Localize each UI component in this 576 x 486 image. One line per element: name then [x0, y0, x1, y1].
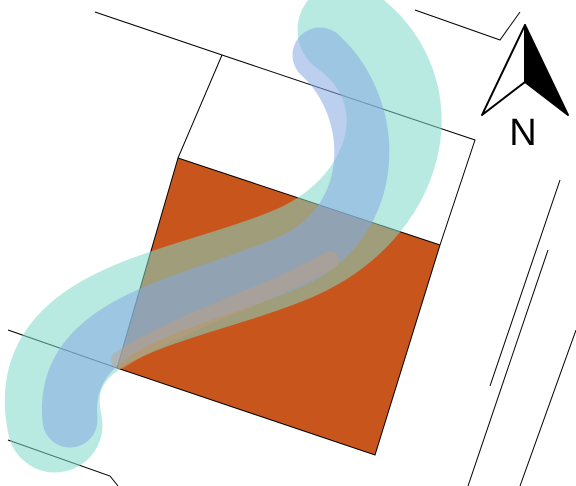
parcel-boundary	[414, 9, 521, 41]
north-arrow: N	[481, 24, 569, 154]
parcel-boundary	[519, 329, 576, 486]
north-arrow-right	[524, 24, 569, 116]
north-label: N	[509, 112, 536, 154]
streak-overlap	[111, 251, 339, 369]
parcel-boundary	[467, 249, 549, 486]
flow-streaks	[5, 0, 442, 473]
parcel-boundary	[489, 179, 561, 387]
streak-band-inner	[42, 27, 390, 448]
parcel-boundary	[177, 54, 223, 159]
